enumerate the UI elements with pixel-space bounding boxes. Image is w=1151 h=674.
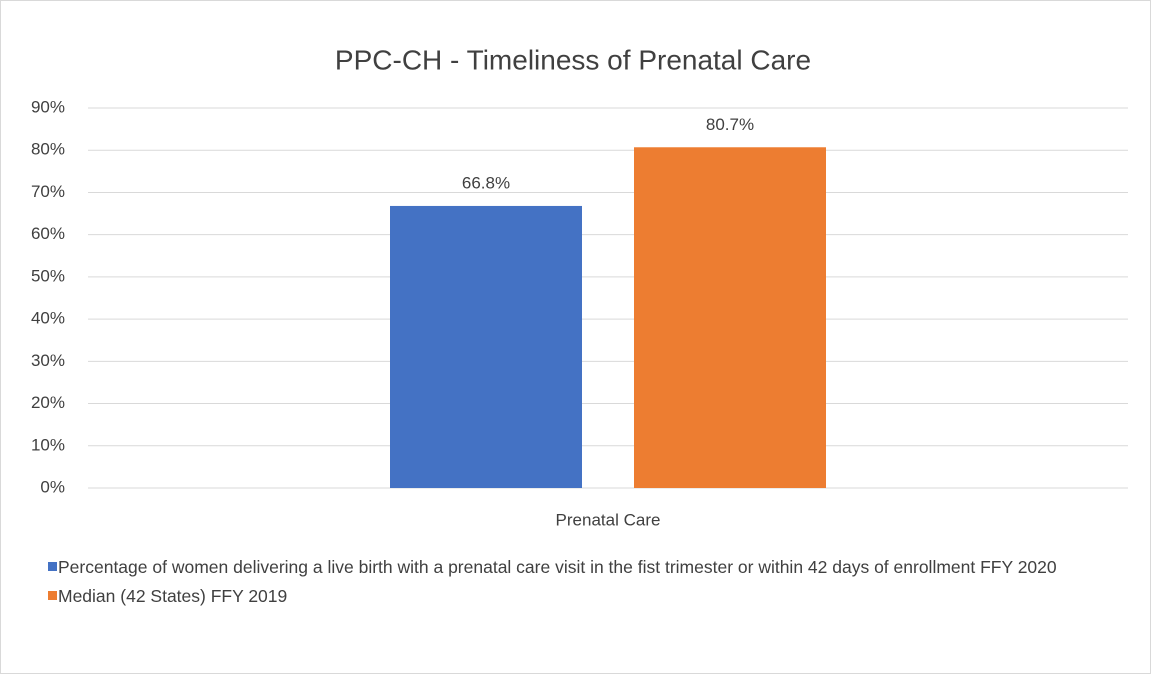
chart-title: PPC-CH - Timeliness of Prenatal Care	[335, 44, 811, 75]
legend: Percentage of women delivering a live bi…	[48, 555, 1143, 613]
legend-label: Median (42 States) FFY 2019	[58, 586, 288, 606]
y-tick-label: 60%	[31, 224, 65, 243]
legend-swatch	[48, 591, 57, 600]
y-tick-label: 90%	[31, 97, 65, 116]
legend-label: Percentage of women delivering a live bi…	[58, 557, 1057, 577]
bar	[634, 147, 826, 488]
y-tick-label: 20%	[31, 393, 65, 412]
y-tick-label: 30%	[31, 351, 65, 370]
y-tick-label: 0%	[40, 477, 65, 496]
data-label: 80.7%	[706, 115, 754, 134]
bar	[390, 205, 582, 488]
data-label: 66.8%	[462, 173, 510, 192]
legend-swatch	[48, 562, 57, 571]
legend-item: Percentage of women delivering a live bi…	[48, 555, 1143, 580]
y-tick-label: 70%	[31, 182, 65, 201]
x-tick-label: Prenatal Care	[556, 510, 661, 529]
y-tick-label: 40%	[31, 309, 65, 328]
y-tick-label: 50%	[31, 266, 65, 285]
y-tick-label: 10%	[31, 435, 65, 454]
legend-item: Median (42 States) FFY 2019	[48, 584, 1143, 609]
y-tick-label: 80%	[31, 140, 65, 159]
